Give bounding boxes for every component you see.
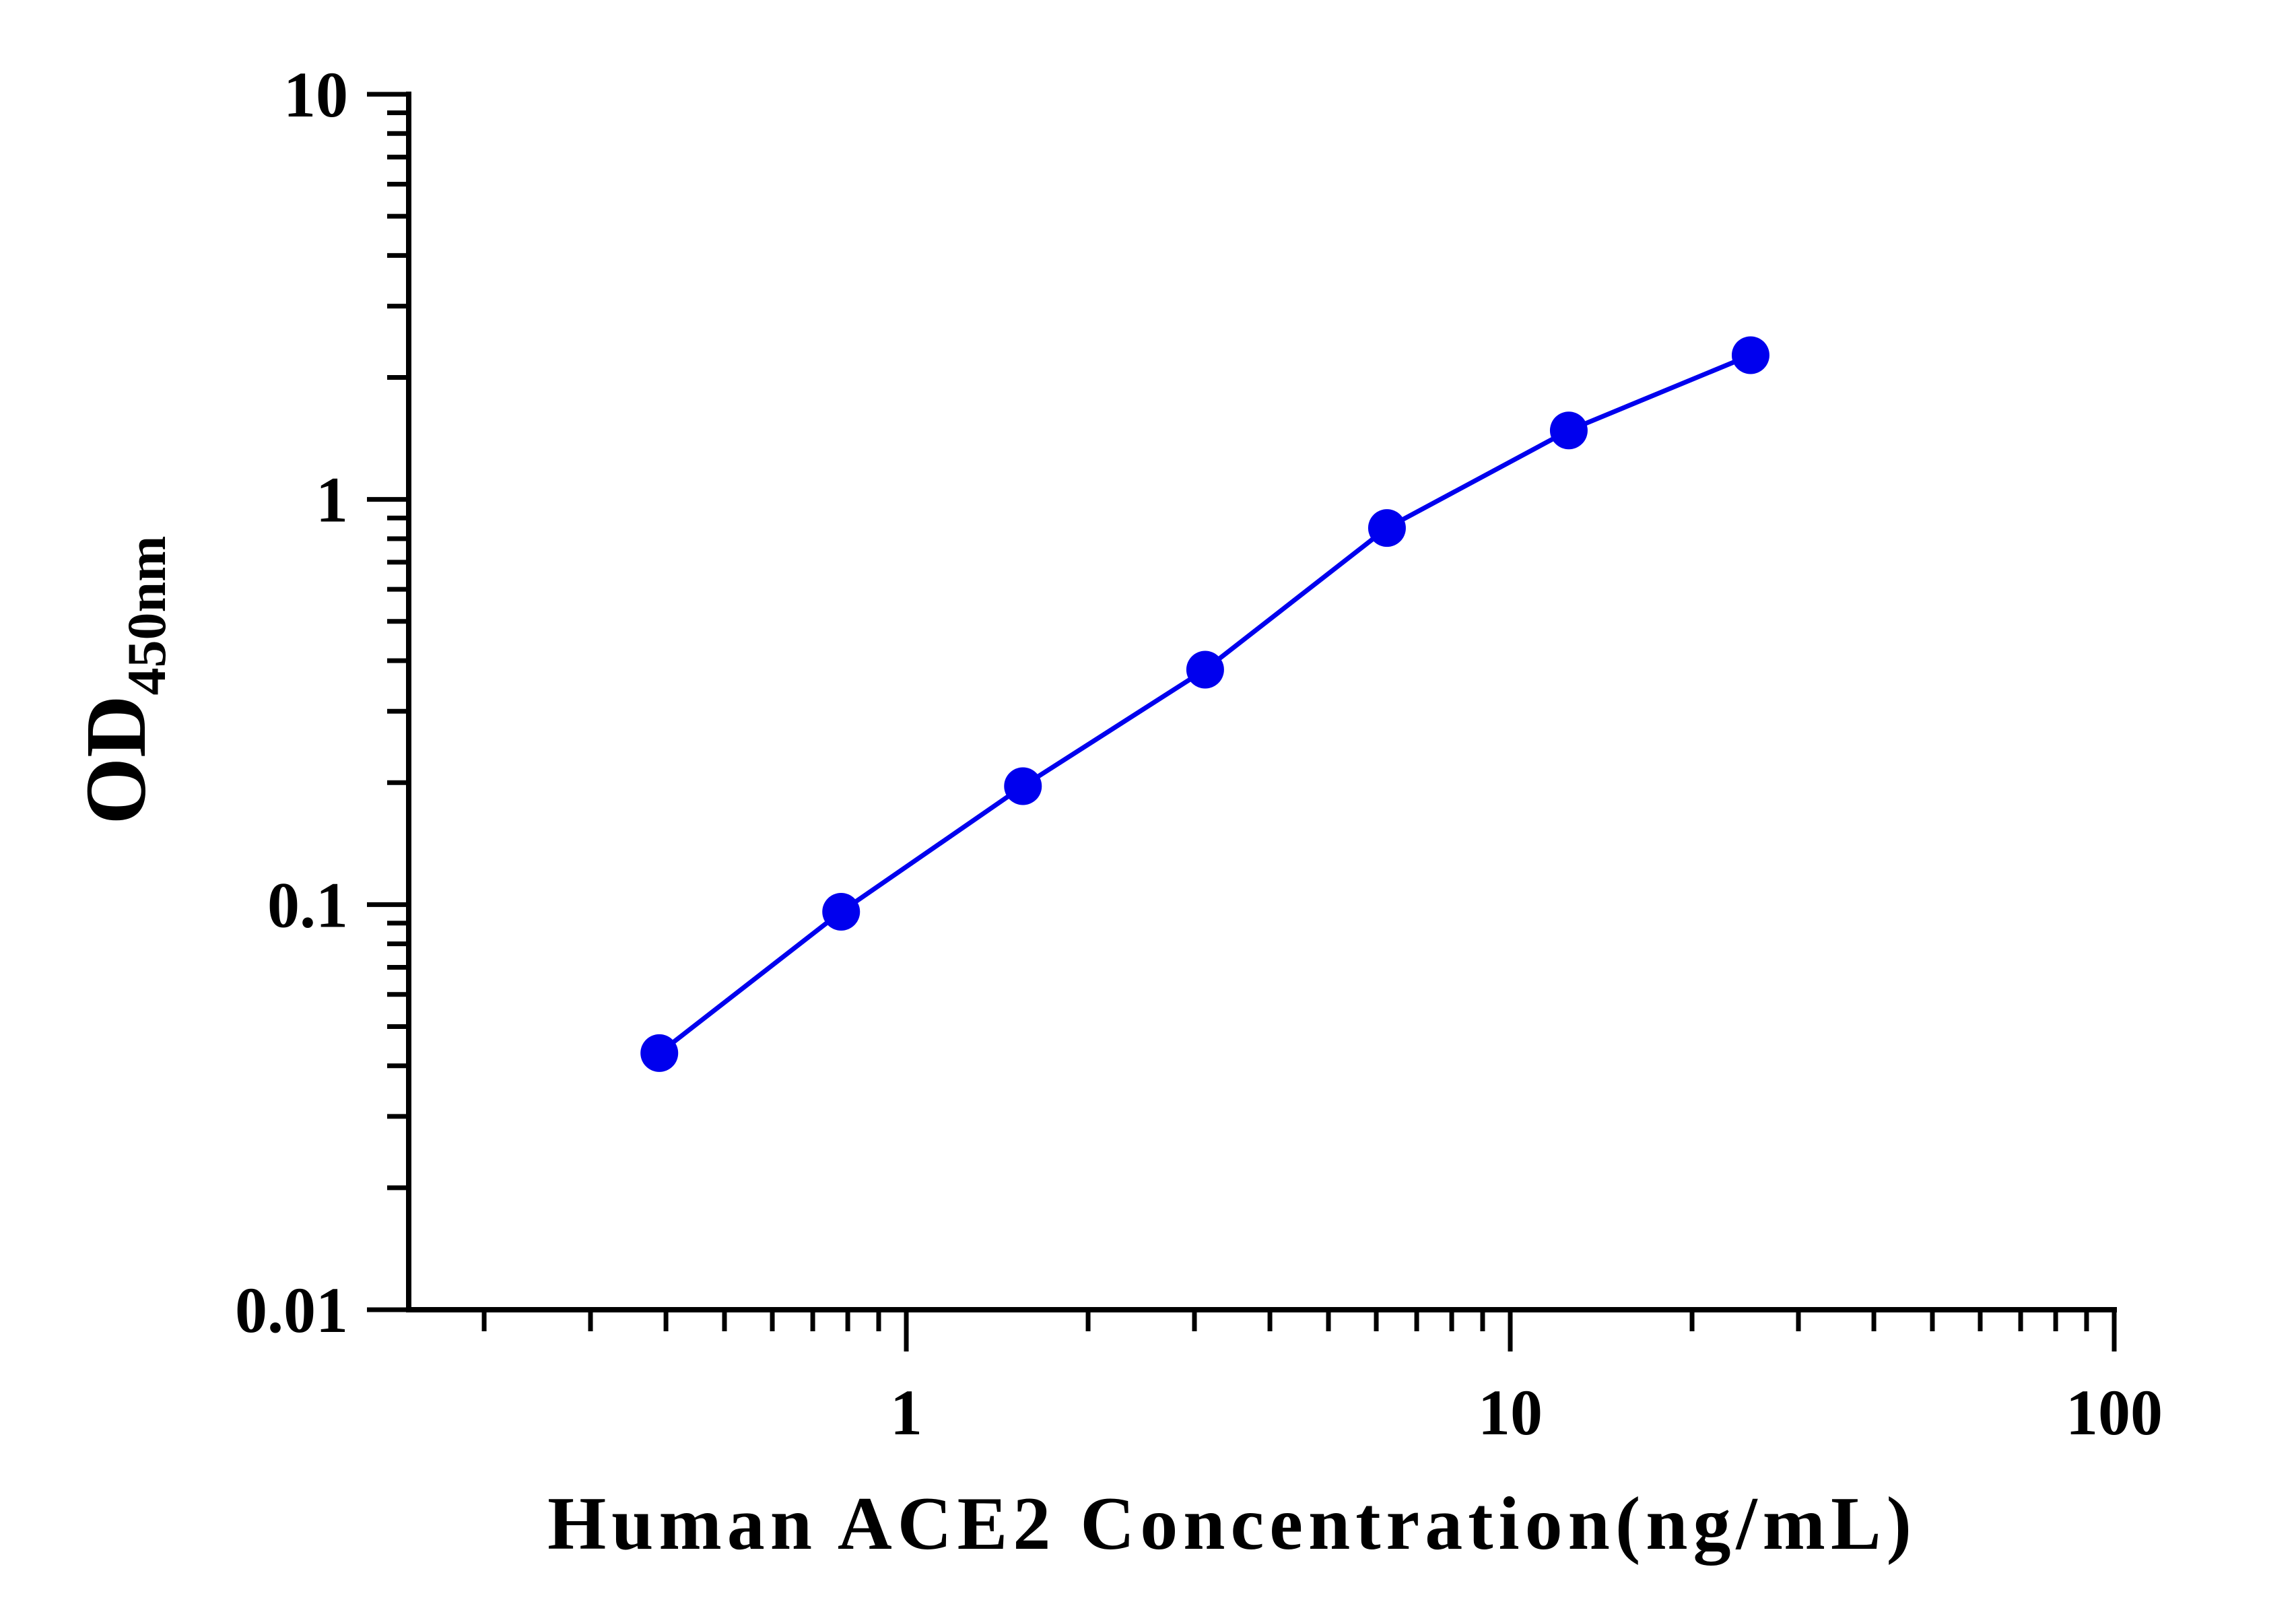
y-tick-label: 0.1 bbox=[267, 869, 348, 941]
y-axis-title-main: OD bbox=[68, 695, 164, 824]
x-tick-label: 100 bbox=[2066, 1376, 2163, 1448]
data-point bbox=[1186, 650, 1224, 689]
x-axis-title: Human ACE2 Concentration(ng/mL) bbox=[547, 1482, 1917, 1566]
y-axis-tick-labels: 0.01 0.1 1 10 bbox=[235, 59, 348, 1346]
data-point bbox=[1004, 767, 1042, 805]
y-tick-label: 10 bbox=[283, 59, 348, 131]
y-tick-label: 0.01 bbox=[235, 1274, 348, 1346]
y-axis-major-ticks bbox=[367, 92, 409, 1312]
y-axis-title-subscript: 450nm bbox=[116, 536, 177, 696]
series-layer bbox=[640, 336, 1769, 1072]
x-tick-label: 10 bbox=[1478, 1376, 1543, 1448]
x-axis-minor-ticks bbox=[481, 1310, 2089, 1331]
y-axis-title: OD450nm bbox=[68, 536, 177, 825]
data-point bbox=[1368, 509, 1406, 547]
series-line bbox=[658, 353, 1752, 1055]
y-axis-minor-ticks bbox=[387, 110, 409, 1191]
x-axis-major-ticks bbox=[904, 1310, 2117, 1351]
y-tick-label: 1 bbox=[316, 464, 348, 536]
x-tick-label: 1 bbox=[890, 1376, 922, 1448]
data-point bbox=[1731, 336, 1769, 374]
data-point bbox=[1549, 411, 1588, 450]
data-point bbox=[640, 1034, 679, 1072]
data-point bbox=[822, 893, 860, 931]
x-axis-tick-labels: 1 10 100 bbox=[890, 1376, 2163, 1448]
